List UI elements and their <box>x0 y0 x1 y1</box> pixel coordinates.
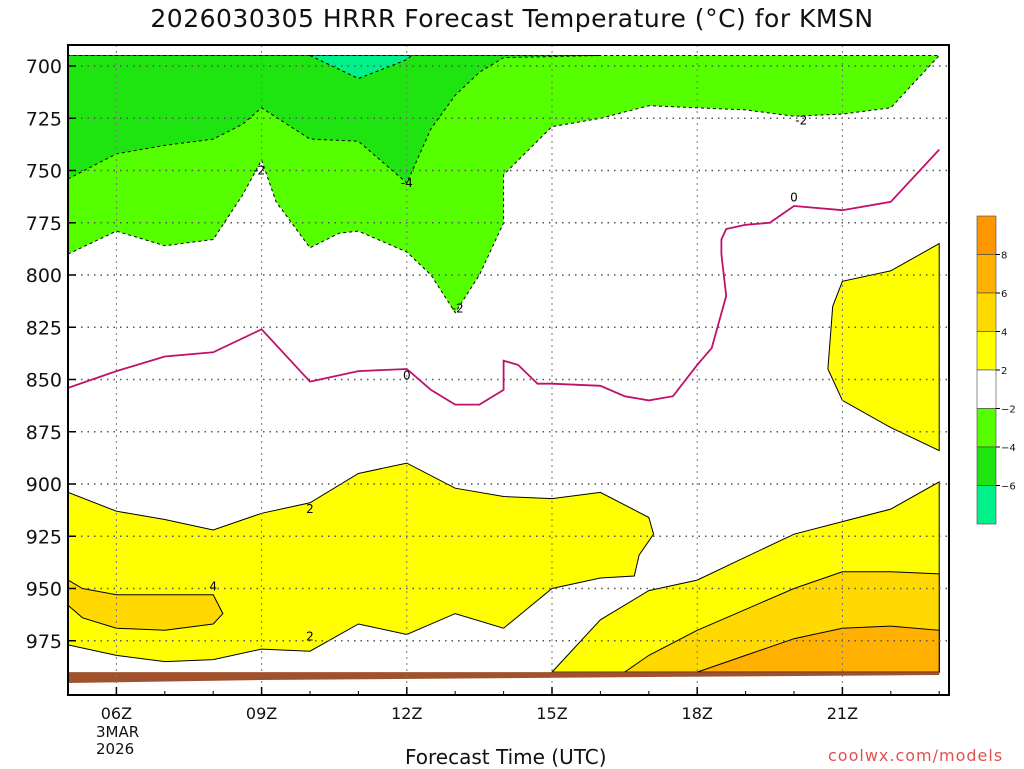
contour-label-0: -2 <box>253 164 265 178</box>
temp-region-2 <box>309 55 413 80</box>
x-start-year: 2026 <box>96 740 135 758</box>
colorbar-label-3: 2 <box>1001 366 1007 377</box>
contour-label-6: 2 <box>306 502 314 516</box>
y-tick-label-7: 875 <box>26 422 62 444</box>
contour-label-4: 0 <box>790 191 798 205</box>
contour-label-8: 2 <box>306 630 314 644</box>
colorbar-box-1 <box>976 254 997 294</box>
y-tick-label-11: 975 <box>26 631 62 653</box>
colorbar-box-5 <box>976 408 997 448</box>
x-tick-label-4: 18Z <box>682 704 713 723</box>
y-tick-label-3: 775 <box>26 213 62 235</box>
y-tick-label-4: 800 <box>26 265 62 287</box>
y-tick-label-0: 700 <box>26 56 62 78</box>
colorbar-box-0 <box>976 215 997 255</box>
x-tick-label-1: 09Z <box>246 704 277 723</box>
colorbar-label-5: −4 <box>1001 443 1016 454</box>
x-start-date: 3MAR <box>96 723 140 741</box>
y-tick-label-6: 850 <box>26 370 62 392</box>
contour-label-5: 0 <box>403 368 411 382</box>
colorbar-label-6: −6 <box>1001 482 1016 493</box>
colorbar-label-4: −2 <box>1001 405 1016 416</box>
colorbar-label-1: 6 <box>1001 289 1007 300</box>
y-tick-label-10: 950 <box>26 579 62 601</box>
contour-label-1: -4 <box>401 176 413 190</box>
colorbar-box-6 <box>976 446 997 486</box>
y-tick-label-9: 925 <box>26 526 62 548</box>
contour-label-7: 4 <box>209 579 217 593</box>
colorbar-box-3 <box>976 331 997 371</box>
contour-label-3: -2 <box>795 113 807 127</box>
ground-strip <box>68 672 940 683</box>
temp-region-1 <box>68 55 601 184</box>
zero-isotherm <box>68 148 940 406</box>
colorbar-box-2 <box>976 292 997 332</box>
site-credit: coolwx.com/models <box>828 746 1004 765</box>
colorbar-box-4 <box>976 369 997 409</box>
temp-region-6 <box>68 579 224 631</box>
colorbar-label-0: 8 <box>1001 251 1007 262</box>
y-tick-label-1: 725 <box>26 108 62 130</box>
temp-region-8 <box>697 625 940 673</box>
x-tick-label-3: 15Z <box>536 704 567 723</box>
x-tick-label-5: 21Z <box>827 704 858 723</box>
colorbar-label-2: 4 <box>1001 328 1007 339</box>
colorbar-box-7 <box>976 485 997 525</box>
x-tick-label-0: 06Z <box>101 704 132 723</box>
x-axis-label: Forecast Time (UTC) <box>405 745 607 769</box>
contour-label-2: -2 <box>452 301 464 315</box>
plot-frame <box>67 44 950 696</box>
y-tick-label-2: 750 <box>26 161 62 183</box>
y-tick-label-8: 900 <box>26 474 62 496</box>
x-tick-label-2: 12Z <box>391 704 422 723</box>
y-tick-label-5: 825 <box>26 317 62 339</box>
chart-title: 2026030305 HRRR Forecast Temperature (°C… <box>150 4 874 33</box>
